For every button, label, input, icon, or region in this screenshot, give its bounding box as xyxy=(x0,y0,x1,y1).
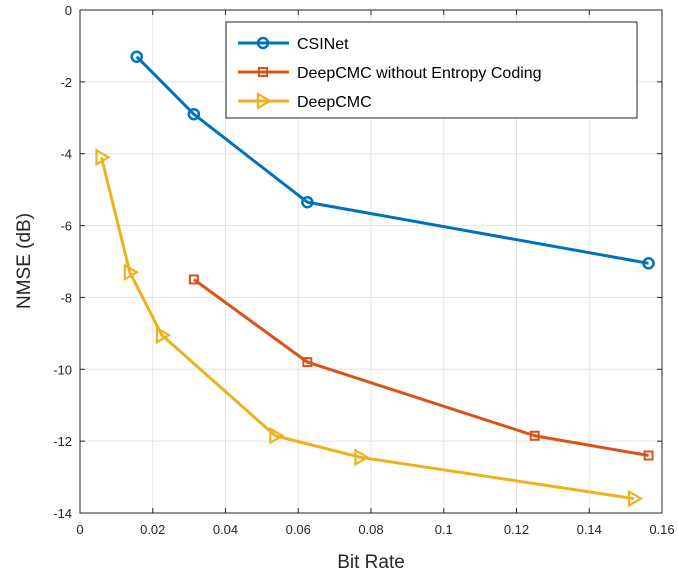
x-axis-label: Bit Rate xyxy=(337,552,405,573)
ticks: 0 0.02 0.04 0.06 0.08 0.1 0.12 0.14 0.16 0 -2 -4 -6 -… xyxy=(53,3,674,537)
series-line xyxy=(192,278,649,457)
x-tick-label: 0.06 xyxy=(286,522,311,537)
series-deepcmc xyxy=(95,148,644,508)
data-point xyxy=(643,450,654,461)
y-tick-label: -14 xyxy=(53,506,72,521)
series-csinet xyxy=(130,50,655,270)
x-tick-label: 0.14 xyxy=(577,522,602,537)
data-point xyxy=(627,489,644,508)
data-point xyxy=(95,148,111,167)
data-point xyxy=(529,430,540,441)
x-tick-label: 0 xyxy=(76,522,83,537)
legend-entry: DeepCMC xyxy=(238,92,372,111)
legend-swatch-marker xyxy=(256,92,273,110)
x-tick-label: 0.02 xyxy=(140,522,165,537)
y-tick-label: 0 xyxy=(65,3,72,18)
y-tick-label: -6 xyxy=(60,219,72,234)
data-point xyxy=(302,357,313,368)
y-tick-label: -8 xyxy=(60,290,72,305)
x-tick-label: 0.08 xyxy=(358,522,383,537)
legend-entry: DeepCMC without Entropy Coding xyxy=(238,65,542,82)
legend-label: CSINet xyxy=(297,36,349,53)
legend-box xyxy=(225,21,638,119)
data-point xyxy=(269,426,285,445)
data-point xyxy=(130,50,143,63)
series-deepcmc-without-entropy-coding xyxy=(188,274,654,461)
y-axis-label: NMSE (dB) xyxy=(14,213,35,309)
x-tick-label: 0.04 xyxy=(213,522,238,537)
legend-label: DeepCMC xyxy=(297,94,372,111)
legend-label: DeepCMC without Entropy Coding xyxy=(297,65,542,82)
data-point xyxy=(354,448,370,467)
legend-entry: CSINet xyxy=(238,36,349,53)
y-tick-label: -4 xyxy=(60,147,72,162)
x-tick-label: 0.1 xyxy=(435,522,453,537)
series-layer xyxy=(95,50,655,508)
data-point xyxy=(642,257,655,270)
x-tick-label: 0.16 xyxy=(649,522,674,537)
data-point xyxy=(188,274,199,285)
y-tick-label: -12 xyxy=(53,434,72,449)
legend-swatch-marker xyxy=(256,36,270,50)
series-line xyxy=(135,55,649,265)
legend-swatch-marker xyxy=(258,67,268,77)
data-point xyxy=(155,326,172,345)
series-line xyxy=(100,156,635,501)
data-point xyxy=(301,195,314,209)
y-tick-label: -2 xyxy=(60,75,72,90)
x-tick-label: 0.12 xyxy=(504,522,529,537)
legend: CSINet DeepCMC without Entropy Coding Deep… xyxy=(225,21,638,119)
data-point xyxy=(187,107,201,121)
y-tick-label: -10 xyxy=(53,362,72,377)
data-point xyxy=(123,263,140,282)
